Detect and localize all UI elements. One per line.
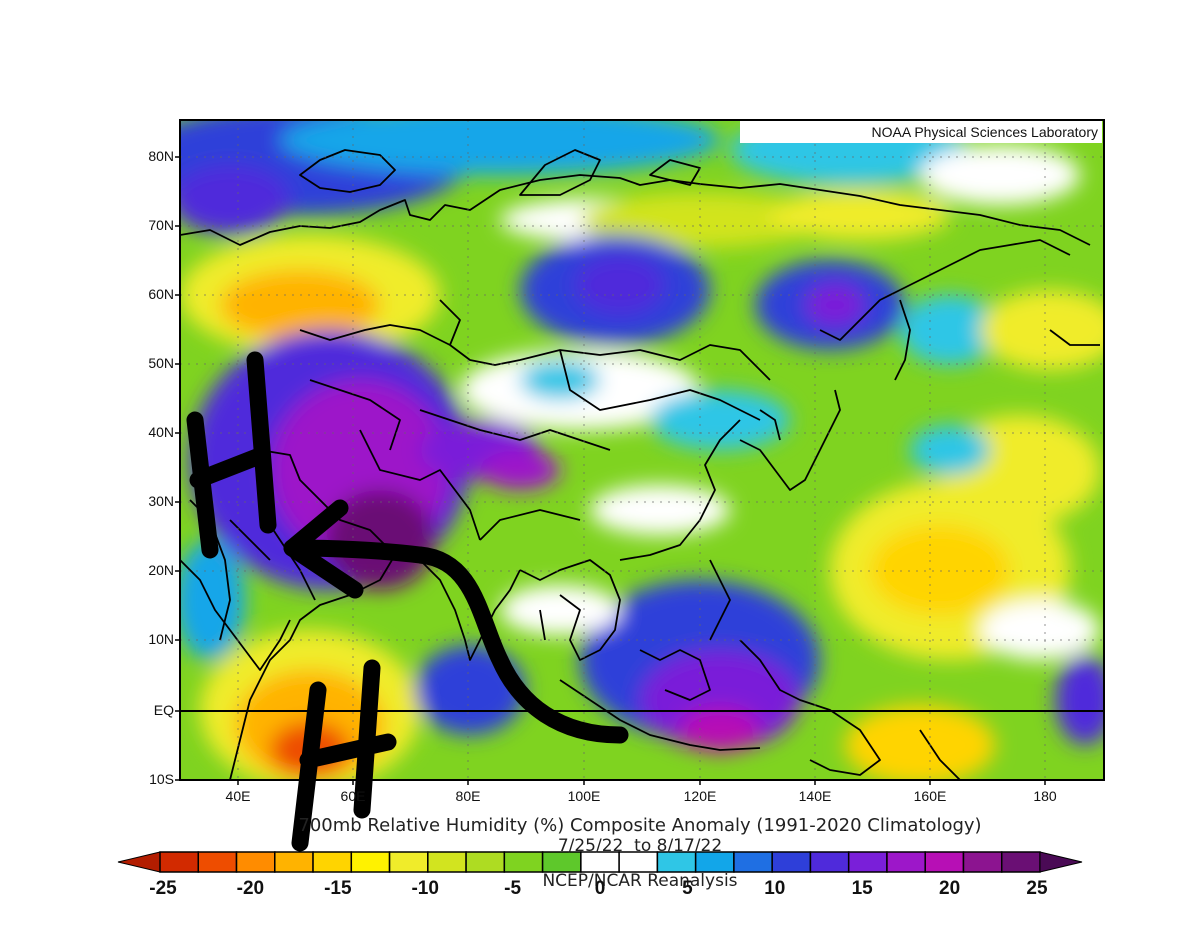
lat-label: 50N bbox=[148, 355, 174, 371]
lat-label: 80N bbox=[148, 148, 174, 164]
colorbar-tick-label: 5 bbox=[682, 878, 693, 899]
date-range: 7/25/22 to 8/17/22 bbox=[557, 836, 723, 856]
map-frame bbox=[179, 119, 1105, 781]
colorbar-tick-label: -15 bbox=[324, 878, 352, 899]
lon-label: 160E bbox=[913, 788, 947, 804]
lon-label: 40E bbox=[225, 788, 251, 804]
colorbar-right-cap bbox=[1039, 851, 1083, 873]
lat-label: 70N bbox=[148, 217, 174, 233]
lat-label: 10S bbox=[149, 771, 174, 787]
colorbar-tick-label: -5 bbox=[504, 878, 522, 899]
axis-ticks bbox=[175, 156, 1046, 785]
colorbar-tick-label: 15 bbox=[851, 878, 873, 899]
colorbar-tick-label: -25 bbox=[149, 878, 177, 899]
annotation-arrowhead bbox=[283, 499, 364, 599]
lon-label: 180 bbox=[1033, 788, 1057, 804]
lat-label: 20N bbox=[148, 562, 174, 578]
colorbar-tick-label: -10 bbox=[411, 878, 439, 899]
lat-label: EQ bbox=[153, 702, 174, 718]
colorbar-tick-label: 25 bbox=[1026, 878, 1048, 899]
lon-label: 60E bbox=[340, 788, 366, 804]
lat-label: 10N bbox=[148, 631, 174, 647]
lon-label: 120E bbox=[683, 788, 717, 804]
lat-label: 40N bbox=[148, 424, 174, 440]
lat-label: 30N bbox=[148, 493, 174, 509]
colorbar-tick-label: 20 bbox=[939, 878, 961, 899]
map-title: 700mb Relative Humidity (%) Composite An… bbox=[298, 815, 982, 836]
hand-annotations bbox=[186, 351, 629, 852]
lon-label: 80E bbox=[455, 788, 481, 804]
lon-label: 100E bbox=[567, 788, 601, 804]
data-source: NCEP/NCAR Reanalysis bbox=[542, 871, 738, 891]
lat-label: 60N bbox=[148, 286, 174, 302]
colorbar-tick-label: 10 bbox=[764, 878, 786, 899]
annotation-h-south bbox=[291, 659, 397, 852]
colorbar bbox=[117, 851, 1083, 873]
annotation-arrow bbox=[283, 539, 629, 744]
map-panel bbox=[180, 120, 1104, 780]
colorbar-left-cap bbox=[117, 851, 161, 873]
colorbar-tick-label: -20 bbox=[236, 878, 265, 899]
colorbar-tick-label: 0 bbox=[594, 878, 606, 899]
lon-label: 140E bbox=[798, 788, 832, 804]
credit-label: NOAA Physical Sciences Laboratory bbox=[740, 121, 1102, 143]
annotation-h-north bbox=[186, 351, 277, 559]
